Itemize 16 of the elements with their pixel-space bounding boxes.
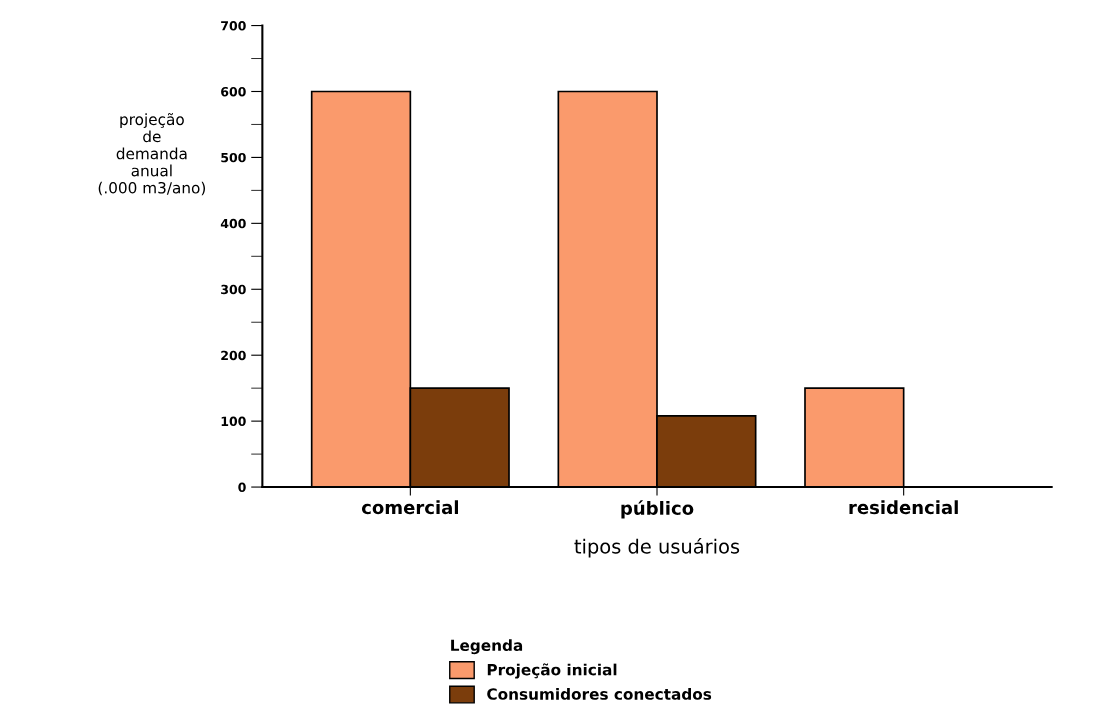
y-tick-label: 700 bbox=[221, 21, 246, 31]
y-tick-label: 600 bbox=[221, 86, 246, 97]
x-tick-label: residencial bbox=[849, 500, 958, 515]
x-tick-label: comercial bbox=[361, 500, 458, 515]
legend-title: Legenda bbox=[451, 639, 523, 655]
y-tick-label: 300 bbox=[221, 284, 246, 295]
y-tick-label: 0 bbox=[238, 482, 246, 492]
y-tick-label: 500 bbox=[221, 152, 246, 163]
x-axis-title: tipos de usuários bbox=[574, 537, 740, 558]
y-tick-label: 400 bbox=[220, 218, 246, 229]
legend-label: Consumidores conectados bbox=[487, 688, 712, 700]
y-tick-label: 200 bbox=[221, 350, 246, 361]
y-tick-label: 100 bbox=[221, 416, 246, 427]
legend-label: Projeção inicial bbox=[487, 663, 617, 679]
y-axis-title: projeção de demanda anual (.000 m3/ano) bbox=[98, 113, 206, 196]
x-tick-label: público bbox=[621, 500, 694, 519]
